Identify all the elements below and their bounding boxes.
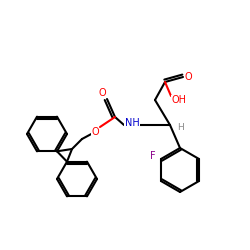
Text: OH: OH (172, 95, 186, 105)
Text: O: O (98, 88, 106, 98)
Text: NH: NH (124, 118, 140, 128)
Text: F: F (150, 151, 156, 161)
Text: O: O (91, 127, 99, 137)
Text: O: O (184, 72, 192, 82)
Text: H: H (176, 124, 184, 132)
